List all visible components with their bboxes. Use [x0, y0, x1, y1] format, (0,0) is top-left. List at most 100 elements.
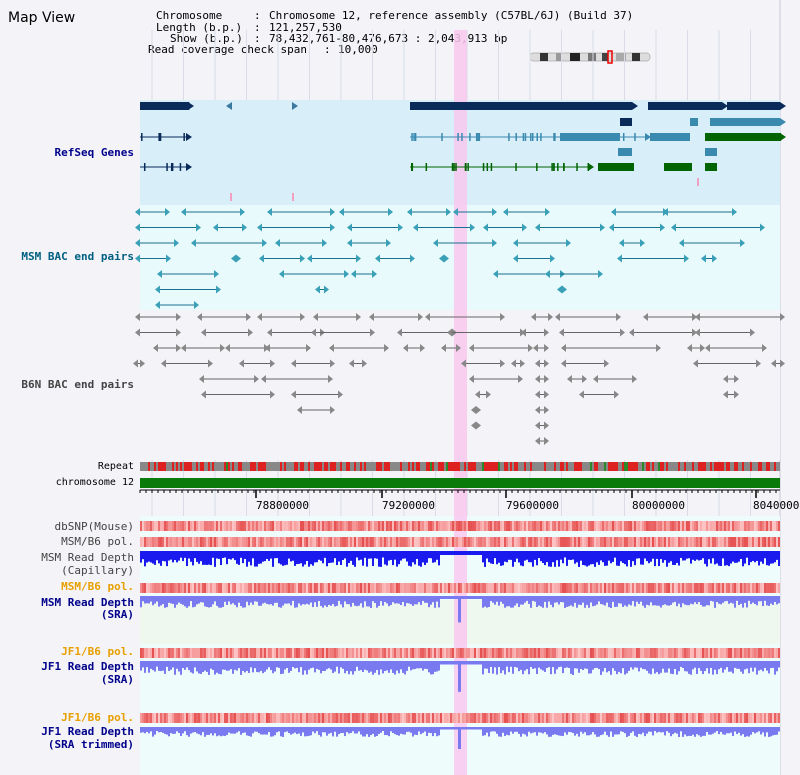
- depth-bar: [142, 727, 144, 733]
- exon-mark: [183, 133, 185, 141]
- bac-end-marker: [732, 208, 737, 216]
- bac-end-marker: [155, 301, 160, 309]
- heat-cell: [384, 648, 386, 658]
- depth-bar: [732, 551, 734, 562]
- heat-cell: [222, 521, 224, 531]
- heat-cell: [516, 521, 518, 531]
- heat-cell: [758, 713, 760, 723]
- heat-cell: [190, 583, 192, 593]
- heat-cell: [574, 537, 576, 547]
- heat-cell: [378, 648, 380, 658]
- heat-cell: [766, 648, 768, 658]
- track-label-msm-b6-pol-2[interactable]: MSM/B6 pol.: [61, 580, 134, 593]
- heat-cell: [576, 713, 578, 723]
- heat-cell: [744, 521, 746, 531]
- depth-bar: [306, 596, 308, 604]
- depth-bar: [432, 596, 434, 603]
- heat-cell: [528, 537, 530, 547]
- heat-cell: [282, 648, 284, 658]
- track-label-msm-read-capillary[interactable]: MSM Read Depth: [41, 551, 134, 564]
- heat-cell: [438, 521, 440, 531]
- track-label-msm-b6-pol[interactable]: MSM/B6 pol.: [61, 535, 134, 548]
- heat-cell: [400, 583, 402, 593]
- bac-end-marker: [456, 344, 461, 352]
- depth-bar: [688, 727, 690, 736]
- depth-bar: [304, 596, 306, 605]
- depth-bar: [320, 661, 322, 674]
- track-label-jf1-trim[interactable]: JF1 Read Depth: [41, 725, 134, 738]
- bac-end-marker: [135, 254, 140, 263]
- heat-cell: [442, 537, 444, 547]
- heat-cell: [642, 713, 644, 723]
- depth-bar: [500, 661, 502, 674]
- depth-bar: [288, 661, 290, 673]
- depth-bar: [694, 727, 696, 737]
- heat-cell: [490, 713, 492, 723]
- repeat-segment: [750, 462, 752, 471]
- heat-cell: [570, 521, 572, 531]
- heat-cell: [218, 648, 220, 658]
- track-label-b6n-bac[interactable]: B6N BAC end pairs: [21, 378, 134, 391]
- bac-end-marker: [557, 285, 562, 294]
- depth-bar: [292, 661, 294, 668]
- depth-bar: [166, 661, 168, 667]
- heat-cell: [634, 648, 636, 658]
- depth-bar: [416, 727, 418, 736]
- heat-cell: [684, 537, 686, 547]
- chromosome-ideogram[interactable]: [529, 50, 651, 64]
- heat-cell: [608, 583, 610, 593]
- depth-bar: [480, 727, 482, 730]
- heat-cell: [546, 537, 548, 547]
- depth-bar: [280, 661, 282, 675]
- depth-bar: [378, 727, 380, 734]
- heat-cell: [770, 521, 772, 531]
- repeat-segment: [368, 462, 370, 471]
- depth-bar: [520, 551, 522, 566]
- depth-bar: [530, 727, 532, 734]
- heat-cell: [154, 537, 156, 547]
- track-label-msm-bac[interactable]: MSM BAC end pairs: [21, 250, 134, 263]
- heat-cell: [502, 583, 504, 593]
- heat-cell: [502, 713, 504, 723]
- heat-cell: [248, 583, 250, 593]
- depth-bar: [314, 551, 316, 563]
- track-label-msm-read-sra[interactable]: MSM Read Depth: [41, 596, 134, 609]
- depth-bar: [224, 661, 226, 670]
- depth-bar: [374, 661, 376, 673]
- depth-bar: [176, 727, 178, 732]
- bac-end-marker: [695, 313, 700, 321]
- track-label-refseq[interactable]: RefSeq Genes: [54, 146, 134, 159]
- depth-bar: [522, 551, 524, 567]
- depth-bar: [588, 727, 590, 736]
- repeat-segment: [566, 462, 568, 471]
- heat-cell: [760, 537, 762, 547]
- heat-cell: [152, 537, 154, 547]
- bac-end-marker: [347, 239, 352, 247]
- heat-cell: [190, 537, 192, 547]
- bac-end-marker: [349, 359, 354, 368]
- depth-bar: [614, 727, 616, 735]
- heat-cell: [510, 521, 512, 531]
- heat-cell: [602, 648, 604, 658]
- depth-bar: [696, 661, 698, 675]
- repeat-segment: [452, 462, 454, 471]
- exon-mark: [452, 102, 455, 110]
- depth-bar: [522, 727, 524, 734]
- depth-bar: [414, 661, 416, 670]
- heat-cell: [190, 521, 192, 531]
- heat-cell: [394, 521, 396, 531]
- depth-bar: [582, 596, 584, 603]
- heat-cell: [552, 648, 554, 658]
- repeat-segment: [220, 462, 222, 471]
- heat-cell: [636, 521, 638, 531]
- track-label-dbsnp[interactable]: dbSNP(Mouse): [54, 520, 134, 533]
- track-label-jf1-b6-pol[interactable]: JF1/B6 pol.: [61, 645, 134, 658]
- heat-cell: [288, 583, 290, 593]
- track-label-jf1-b6-pol-2[interactable]: JF1/B6 pol.: [61, 711, 134, 724]
- exon-mark: [736, 118, 739, 126]
- heat-cell: [696, 537, 698, 547]
- heat-cell: [592, 648, 594, 658]
- depth-bar: [610, 551, 612, 564]
- track-label-jf1-read-sra[interactable]: JF1 Read Depth: [41, 660, 134, 673]
